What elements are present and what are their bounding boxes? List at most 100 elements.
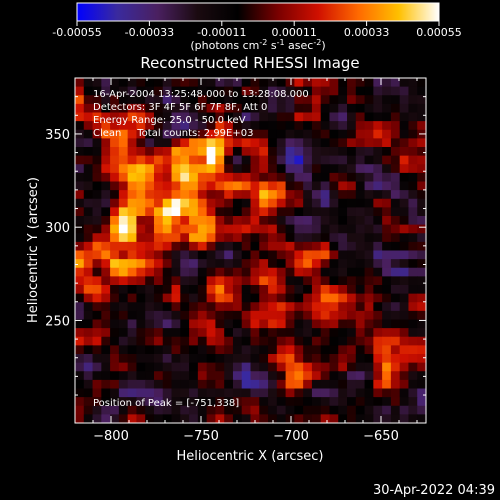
heatmap-cell: [373, 302, 383, 312]
heatmap-cell: [364, 285, 374, 295]
heatmap-cell: [180, 379, 190, 390]
heatmap-cell: [215, 164, 225, 174]
heatmap-cell: [171, 112, 181, 122]
heatmap-cell: [153, 147, 164, 157]
heatmap-cell: [136, 388, 146, 398]
heatmap-cell: [355, 147, 366, 157]
heatmap-cell: [329, 86, 339, 96]
heatmap-cell: [276, 224, 287, 234]
heatmap-cell: [364, 129, 374, 139]
heatmap-cell: [241, 362, 252, 372]
heatmap-cell: [101, 147, 111, 157]
heatmap-cell: [136, 379, 146, 390]
heatmap-cell: [215, 216, 225, 226]
heatmap-cell: [320, 336, 331, 346]
heatmap-cell: [303, 388, 313, 398]
heatmap-cell: [180, 267, 190, 277]
heatmap-cell: [206, 379, 217, 390]
heatmap-cell: [408, 250, 418, 260]
heatmap-cell: [320, 233, 331, 243]
heatmap-cell: [162, 164, 173, 174]
heatmap-cell: [83, 190, 94, 200]
heatmap-cell: [338, 310, 348, 321]
heatmap-cell: [311, 95, 322, 105]
heatmap-cell: [101, 103, 111, 114]
heatmap-cell: [276, 405, 287, 415]
heatmap-cell: [224, 95, 234, 105]
heatmap-cell: [259, 328, 269, 338]
heatmap-cell: [408, 388, 418, 398]
heatmap-cell: [285, 95, 295, 105]
colorbar-gradient: [76, 2, 440, 22]
colorbar-tick-label: -0.00011: [197, 26, 246, 39]
heatmap-cell: [162, 328, 173, 338]
heatmap-cell: [382, 405, 392, 415]
heatmap-cell: [118, 86, 129, 96]
heatmap-cell: [232, 302, 243, 312]
heatmap-cell: [417, 198, 426, 208]
heatmap-cell: [180, 95, 190, 105]
heatmap-cell: [110, 129, 120, 139]
heatmap-cell: [338, 164, 348, 174]
heatmap-cell: [162, 267, 173, 277]
heatmap-cell: [250, 259, 260, 269]
heatmap-cell: [364, 181, 374, 191]
heatmap-cell: [294, 362, 304, 372]
heatmap-cell: [171, 95, 181, 105]
heatmap-cell: [127, 95, 138, 105]
heatmap-cell: [162, 414, 173, 423]
heatmap-cell: [171, 121, 181, 131]
heatmap-cell: [92, 155, 102, 165]
heatmap-cell: [83, 285, 94, 295]
heatmap-cell: [145, 86, 155, 96]
heatmap-cell: [136, 397, 146, 407]
heatmap-cell: [276, 241, 287, 252]
heatmap-cell: [224, 121, 234, 131]
heatmap-cell: [408, 198, 418, 208]
heatmap-cell: [329, 198, 339, 208]
heatmap-cell: [153, 302, 164, 312]
heatmap-cell: [232, 216, 243, 226]
heatmap-cell: [303, 103, 313, 114]
heatmap-cell: [92, 276, 102, 286]
heatmap-cell: [136, 86, 146, 96]
heatmap-cell: [373, 190, 383, 200]
heatmap-cell: [259, 319, 269, 329]
heatmap-cell: [285, 354, 295, 364]
heatmap-cell: [171, 190, 181, 200]
heatmap-cell: [276, 388, 287, 398]
heatmap-cell: [285, 164, 295, 174]
heatmap-cell: [232, 250, 243, 260]
heatmap-cell: [83, 198, 94, 208]
heatmap-cell: [127, 155, 138, 165]
heatmap-cell: [224, 319, 234, 329]
heatmap-cell: [268, 250, 278, 260]
heatmap-cell: [373, 86, 383, 96]
heatmap-cell: [355, 138, 366, 148]
heatmap-cell: [303, 362, 313, 372]
heatmap-cell: [197, 328, 208, 338]
heatmap-cell: [399, 388, 410, 398]
heatmap-cell: [311, 414, 322, 423]
heatmap-cell: [145, 388, 155, 398]
heatmap-cell: [180, 414, 190, 423]
heatmap-cell: [215, 302, 225, 312]
heatmap-cell: [294, 345, 304, 355]
heatmap-cell: [417, 259, 426, 269]
heatmap-cell: [171, 138, 181, 148]
heatmap-cell: [75, 267, 85, 277]
heatmap-cell: [259, 164, 269, 174]
heatmap-cell: [259, 181, 269, 191]
heatmap-cell: [241, 241, 252, 252]
heatmap-cell: [373, 267, 383, 277]
heatmap-cell: [206, 241, 217, 252]
heatmap-cell: [83, 224, 94, 234]
heatmap-cell: [215, 147, 225, 157]
heatmap-cell: [276, 267, 287, 277]
heatmap-cell: [75, 345, 85, 355]
heatmap-cell: [408, 138, 418, 148]
heatmap-cell: [180, 310, 190, 321]
heatmap-cell: [189, 345, 199, 355]
heatmap-cell: [118, 207, 129, 217]
heatmap-cell: [110, 121, 120, 131]
